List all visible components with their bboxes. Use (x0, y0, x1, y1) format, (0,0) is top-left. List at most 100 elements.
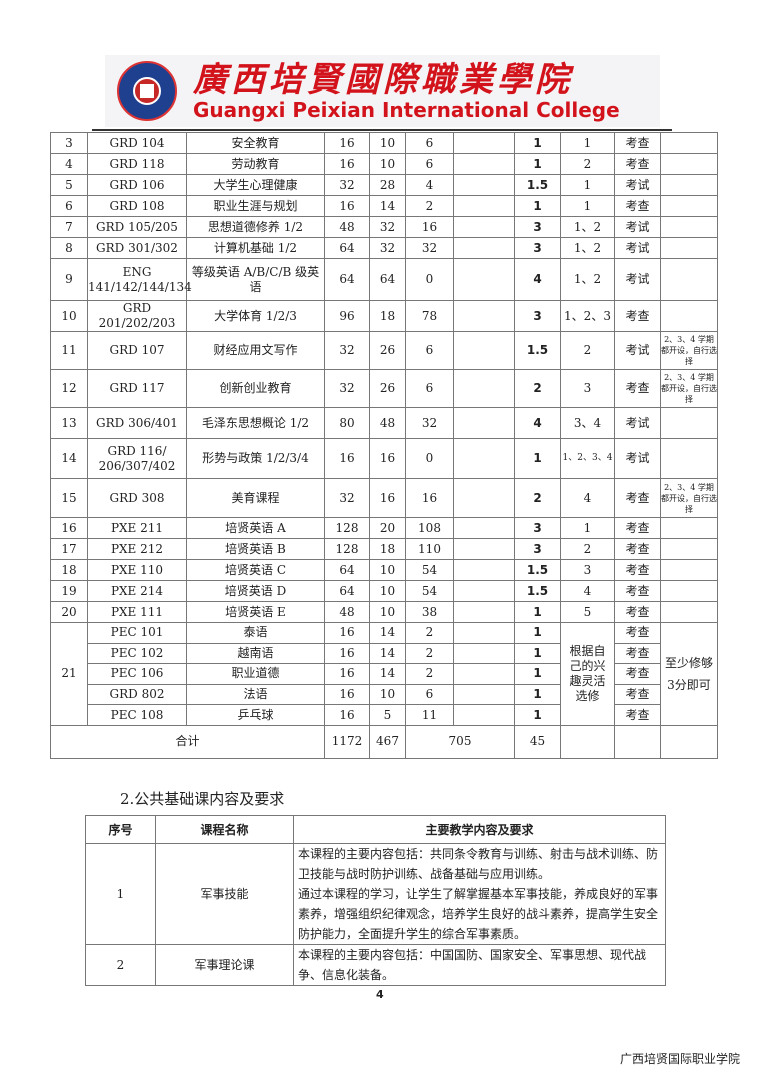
total-practice: 705 (405, 724, 515, 759)
empty-cell (660, 724, 718, 759)
course-name-cell: 大学生心理健康 (186, 174, 325, 196)
row-number-cell: 15 (50, 478, 88, 518)
semester-cell: 1 (560, 132, 615, 154)
total-hours-cell: 16 (324, 195, 370, 217)
theory-hours-cell: 10 (369, 153, 406, 175)
credits-cell: 1 (514, 642, 561, 665)
total-hours-cell: 16 (324, 663, 370, 685)
note-cell (660, 216, 718, 238)
total-hours-cell: 16 (324, 438, 370, 479)
semester-cell: 3 (560, 559, 615, 581)
semester-cell: 3 (560, 369, 615, 408)
extra-cell (453, 195, 515, 217)
course-name-cell: 财经应用文写作 (186, 331, 325, 370)
note-cell (660, 438, 718, 479)
note-cell (660, 258, 718, 301)
assessment-cell: 考试 (614, 237, 661, 259)
course-name-cell: 培贤英语 E (186, 601, 325, 623)
semester-cell: 考查 (614, 704, 661, 726)
course-code-cell: PXE 111 (87, 601, 187, 623)
assessment-cell: 考查 (614, 601, 661, 623)
row-number-cell: 3 (50, 132, 88, 154)
theory-hours-cell: 18 (369, 538, 406, 560)
course-code-cell: PXE 212 (87, 538, 187, 560)
course-name-cell: 美育课程 (186, 478, 325, 518)
table-row: 18 PXE 110 培贤英语 C 64 10 54 1.5 3 考查 (50, 559, 718, 581)
course-code-cell: GRD 106 (87, 174, 187, 196)
theory-hours-cell: 10 (369, 132, 406, 154)
credits-cell: 1 (514, 622, 561, 644)
table-row: 8 GRD 301/302 计算机基础 1/2 64 32 32 3 1、2 考试 (50, 237, 718, 259)
header-divider (92, 129, 672, 131)
total-hours-cell: 16 (324, 153, 370, 175)
empty-cell (560, 724, 615, 759)
practice-hours-cell: 6 (405, 331, 454, 370)
extra-cell (453, 300, 515, 332)
semester-cell: 考查 (614, 642, 661, 665)
semester-cell: 5 (560, 601, 615, 623)
note-cell (660, 237, 718, 259)
credits-cell: 1.5 (514, 580, 561, 602)
table-row: 15 GRD 308 美育课程 32 16 16 2 4 考查 2、3、4 学期都开设，自行选择 (50, 478, 718, 518)
theory-hours-cell: 10 (369, 683, 406, 706)
total-hours-cell: 32 (324, 478, 370, 518)
credits-cell: 1 (514, 601, 561, 623)
total-hours-cell: 16 (324, 704, 370, 726)
college-logo-banner: 廣西培賢國際職業學院 Guangxi Peixian International… (105, 55, 660, 127)
theory-hours-cell: 48 (369, 407, 406, 439)
row-number-cell: 8 (50, 237, 88, 259)
table-row: 11 GRD 107 财经应用文写作 32 26 6 1.5 2 考试 2、3、4 学期都开设，自… (50, 331, 718, 370)
theory-hours-cell: 14 (369, 622, 406, 644)
row-number-cell: 9 (50, 258, 88, 301)
assessment-cell: 考试 (614, 438, 661, 479)
total-hours-cell: 80 (324, 407, 370, 439)
total-hours-cell: 48 (324, 601, 370, 623)
assessment-cell: 考试 (614, 216, 661, 238)
extra-cell (453, 216, 515, 238)
course-code-cell: GRD 301/302 (87, 237, 187, 259)
practice-hours-cell: 4 (405, 174, 454, 196)
table-row: 19 PXE 214 培贤英语 D 64 10 54 1.5 4 考查 (50, 580, 718, 602)
row-number-cell: 12 (50, 369, 88, 408)
credits-cell: 4 (514, 407, 561, 439)
semester-cell: 4 (560, 478, 615, 518)
total-hours-cell: 64 (324, 258, 370, 301)
assessment-cell: 考试 (614, 258, 661, 301)
assessment-cell: 考试 (614, 174, 661, 196)
practice-hours-cell: 11 (405, 704, 454, 726)
assessment-cell: 考查 (614, 369, 661, 408)
note-cell: 至少修够3分即可 (660, 622, 718, 726)
course-code-cell: GRD 108 (87, 195, 187, 217)
total-hours-cell: 128 (324, 538, 370, 560)
course-name-cell: 等级英语 A/B/C/B 级英语 (186, 258, 325, 301)
practice-hours-cell: 6 (405, 369, 454, 408)
semester-cell: 2 (560, 331, 615, 370)
row-number-cell: 19 (50, 580, 88, 602)
course-code-cell: PEC 106 (87, 663, 187, 685)
practice-hours-cell: 78 (405, 300, 454, 332)
course-name-cell: 培贤英语 B (186, 538, 325, 560)
note-cell (660, 580, 718, 602)
table-row: 3 GRD 104 安全教育 16 10 6 1 1 考查 (50, 132, 718, 154)
extra-cell (453, 132, 515, 154)
note-cell (660, 300, 718, 332)
semester-cell: 考查 (614, 663, 661, 685)
credits-cell: 1 (514, 438, 561, 479)
table-row: 17 PXE 212 培贤英语 B 128 18 110 3 2 考查 (50, 538, 718, 560)
row-number-cell: 2 (85, 944, 156, 986)
assessment-cell: 考查 (614, 132, 661, 154)
credits-cell: 1 (514, 683, 561, 706)
row-number-cell: 1 (85, 843, 156, 945)
semester-cell: 4 (560, 580, 615, 602)
note-cell: 2、3、4 学期都开设，自行选择 (660, 331, 718, 370)
total-hours-cell: 128 (324, 517, 370, 539)
course-name-cell: 越南语 (186, 642, 325, 665)
course-name-cell: 乒乓球 (186, 704, 325, 726)
row-number-cell: 6 (50, 195, 88, 217)
total-hours-cell: 16 (324, 683, 370, 706)
credits-cell: 3 (514, 216, 561, 238)
college-seal-logo (117, 61, 177, 121)
course-name-cell: 大学体育 1/2/3 (186, 300, 325, 332)
total-hours-cell: 96 (324, 300, 370, 332)
total-theory: 467 (369, 724, 406, 759)
